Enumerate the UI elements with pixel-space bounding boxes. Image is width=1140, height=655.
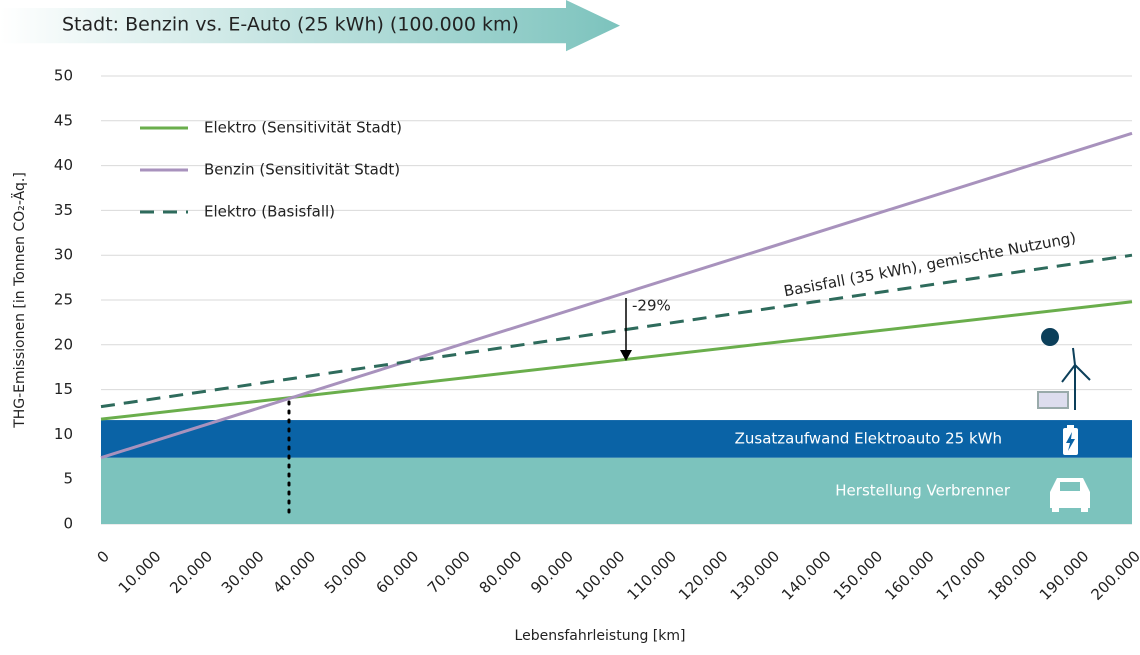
- series-line: [101, 255, 1132, 406]
- x-tick-label: 150.000: [830, 547, 887, 604]
- annotation: -29%: [632, 297, 671, 315]
- x-tick-label: 170.000: [933, 547, 990, 604]
- y-tick-label: 0: [63, 515, 73, 533]
- y-tick-label: 25: [54, 291, 73, 309]
- x-tick-label: 130.000: [727, 547, 784, 604]
- x-tick-label: 10.000: [115, 547, 165, 597]
- x-tick-label: 60.000: [372, 547, 422, 597]
- y-tick-label: 50: [54, 67, 73, 85]
- y-tick-label: 20: [54, 335, 73, 353]
- annotation: Basisfall (35 kWh), gemischte Nutzung): [782, 229, 1077, 301]
- y-tick-label: 5: [63, 470, 73, 488]
- x-tick-label: 100.000: [572, 547, 629, 604]
- series-line: [101, 302, 1132, 419]
- x-tick-label: 160.000: [881, 547, 938, 604]
- x-axis-label: Lebensfahrleistung [km]: [515, 628, 686, 644]
- band-label: Herstellung Verbrenner: [835, 481, 1011, 499]
- y-tick-label: 45: [54, 111, 73, 129]
- x-tick-label: 90.000: [527, 547, 577, 597]
- legend-label: Elektro (Sensitivität Stadt): [204, 119, 402, 137]
- chart-title: Stadt: Benzin vs. E-Auto (25 kWh) (100.0…: [62, 14, 519, 36]
- y-tick-label: 35: [54, 201, 73, 219]
- battery-icon: [1063, 425, 1078, 455]
- x-tick-label: 120.000: [675, 547, 732, 604]
- x-tick-label: 70.000: [424, 547, 474, 597]
- x-tick-label: 200.000: [1087, 547, 1140, 604]
- renewables-icon: [1038, 329, 1090, 410]
- x-tick-label: 0: [94, 547, 113, 566]
- legend-label: Elektro (Basisfall): [204, 203, 335, 221]
- legend-label: Benzin (Sensitivität Stadt): [204, 161, 400, 179]
- x-tick-label: 30.000: [218, 547, 268, 597]
- chart: Stadt: Benzin vs. E-Auto (25 kWh) (100.0…: [0, 0, 1140, 655]
- x-tick-label: 190.000: [1036, 547, 1093, 604]
- x-tick-label: 20.000: [166, 547, 216, 597]
- y-tick-label: 10: [54, 425, 73, 443]
- series-line: [101, 133, 1132, 457]
- y-tick-label: 40: [54, 156, 73, 174]
- x-tick-label: 140.000: [778, 547, 835, 604]
- y-axis-label: THG-Emissionen [in Tonnen CO₂-Äq.]: [10, 172, 28, 429]
- x-tick-label: 40.000: [269, 547, 319, 597]
- x-tick-label: 180.000: [984, 547, 1041, 604]
- car-icon: [1050, 478, 1090, 512]
- y-tick-label: 15: [54, 380, 73, 398]
- y-tick-label: 30: [54, 246, 73, 264]
- x-tick-label: 80.000: [476, 547, 526, 597]
- x-tick-label: 110.000: [623, 547, 680, 604]
- band-label: Zusatzaufwand Elektroauto 25 kWh: [735, 429, 1002, 447]
- x-tick-label: 50.000: [321, 547, 371, 597]
